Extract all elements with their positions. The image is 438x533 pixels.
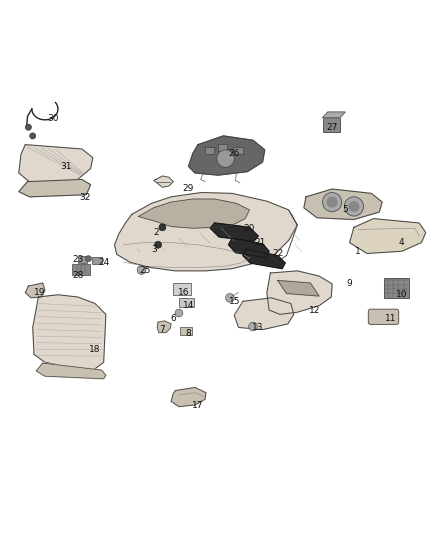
Polygon shape: [171, 387, 206, 407]
Text: 26: 26: [229, 149, 240, 158]
Text: 24: 24: [98, 257, 110, 266]
Bar: [173, 282, 191, 295]
Circle shape: [327, 197, 337, 207]
Circle shape: [30, 133, 36, 139]
Polygon shape: [278, 280, 319, 296]
Polygon shape: [188, 136, 265, 175]
Text: 7: 7: [159, 325, 165, 334]
Circle shape: [85, 256, 92, 262]
Circle shape: [155, 241, 162, 248]
Bar: [78, 256, 87, 263]
Polygon shape: [350, 219, 426, 254]
Circle shape: [175, 309, 183, 317]
Polygon shape: [234, 298, 294, 329]
Polygon shape: [138, 199, 250, 228]
Text: 30: 30: [47, 114, 59, 123]
Polygon shape: [36, 363, 106, 379]
Circle shape: [322, 192, 342, 212]
Polygon shape: [304, 189, 382, 220]
Polygon shape: [19, 144, 93, 184]
Text: 6: 6: [170, 314, 176, 323]
Text: 31: 31: [60, 162, 71, 171]
Bar: [179, 298, 194, 308]
Polygon shape: [115, 192, 297, 271]
Text: 1: 1: [355, 247, 361, 256]
Text: 23: 23: [72, 255, 83, 264]
Polygon shape: [154, 176, 173, 187]
Bar: [233, 147, 243, 154]
FancyBboxPatch shape: [368, 309, 399, 325]
Circle shape: [349, 201, 359, 211]
Text: 28: 28: [72, 271, 83, 280]
Bar: [322, 118, 340, 132]
Text: 13: 13: [252, 323, 264, 332]
Text: 22: 22: [272, 249, 283, 258]
Polygon shape: [33, 295, 106, 372]
Text: 19: 19: [34, 288, 46, 297]
Text: 11: 11: [385, 314, 397, 323]
Polygon shape: [25, 283, 45, 298]
Circle shape: [159, 224, 166, 231]
Circle shape: [217, 150, 234, 167]
Text: 32: 32: [80, 193, 91, 202]
Polygon shape: [157, 321, 171, 333]
Polygon shape: [322, 112, 345, 118]
Polygon shape: [229, 238, 269, 258]
Text: 3: 3: [151, 246, 157, 254]
Text: 14: 14: [183, 301, 194, 310]
Bar: [72, 264, 90, 275]
Circle shape: [226, 294, 234, 302]
Bar: [180, 327, 192, 335]
Circle shape: [344, 197, 364, 216]
Text: 17: 17: [191, 401, 203, 410]
Circle shape: [249, 322, 257, 331]
Bar: [92, 257, 102, 264]
Text: 2: 2: [153, 228, 159, 237]
Text: 16: 16: [178, 288, 190, 297]
Text: 15: 15: [229, 297, 240, 306]
Polygon shape: [19, 180, 91, 197]
Text: 25: 25: [139, 266, 151, 276]
Text: 20: 20: [244, 224, 255, 233]
Circle shape: [25, 124, 32, 130]
Text: 5: 5: [343, 205, 348, 214]
Text: 21: 21: [254, 238, 266, 247]
Text: 12: 12: [309, 305, 321, 314]
Polygon shape: [210, 223, 258, 241]
Bar: [205, 147, 214, 154]
Bar: [218, 144, 227, 151]
Text: 18: 18: [89, 345, 101, 354]
Text: 29: 29: [183, 184, 194, 192]
Text: 9: 9: [347, 279, 353, 288]
Circle shape: [137, 265, 146, 274]
Text: 4: 4: [399, 238, 405, 247]
Polygon shape: [243, 249, 285, 269]
Bar: [384, 278, 409, 298]
Text: 10: 10: [396, 290, 407, 300]
Text: 8: 8: [186, 329, 191, 338]
Polygon shape: [267, 271, 332, 314]
Text: 27: 27: [326, 123, 338, 132]
